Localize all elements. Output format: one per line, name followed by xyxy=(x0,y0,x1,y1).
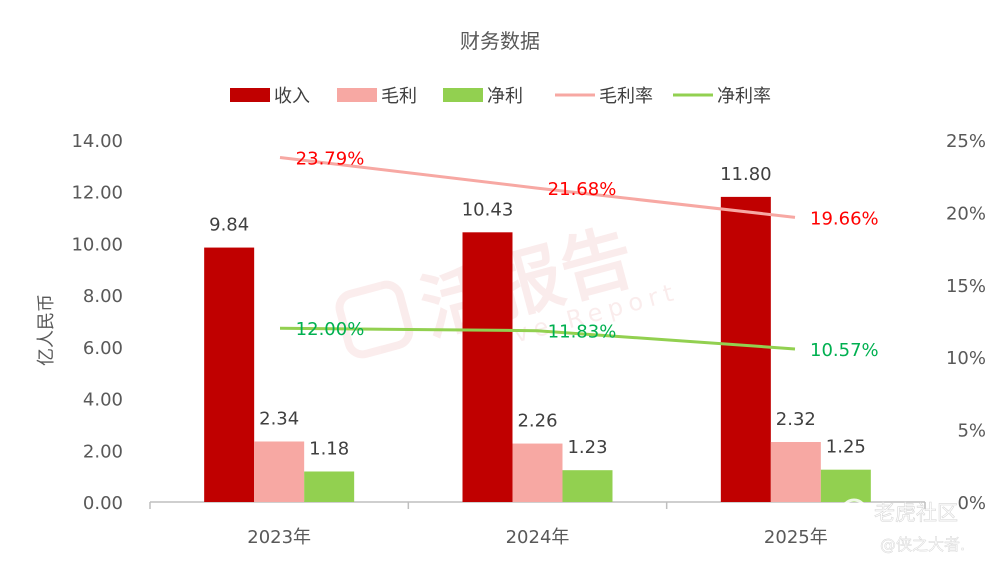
line-value-label: 21.68% xyxy=(548,179,617,200)
bar xyxy=(462,232,513,502)
x-tick-label: 2023年 xyxy=(247,527,311,548)
brand-watermark-text: 老虎社区 xyxy=(874,501,958,525)
x-tick-label: 2024年 xyxy=(506,527,570,548)
y2-tick-label: 25% xyxy=(946,131,986,152)
right-axis: 0% 5% 10% 15% 20% 25% xyxy=(946,131,986,514)
y2-tick-label: 5% xyxy=(957,421,986,442)
bar-value-label: 11.80 xyxy=(720,164,772,185)
legend-label: 净利率 xyxy=(717,86,771,107)
bar-value-label: 1.23 xyxy=(567,437,607,458)
legend-label: 毛利率 xyxy=(599,86,653,107)
bar-value-label: 10.43 xyxy=(462,199,514,220)
y2-tick-label: 15% xyxy=(946,276,986,297)
y-tick-label: 12.00 xyxy=(71,183,123,204)
line-value-label: 10.57% xyxy=(810,340,879,361)
y2-tick-label: 10% xyxy=(946,348,986,369)
line-series: 23.79% 21.68% 19.66% 12.00% 11.83% 10.57% xyxy=(279,149,879,361)
bar-value-label: 2.26 xyxy=(517,411,557,432)
bar-value-label: 9.84 xyxy=(209,215,249,236)
bar-value-label: 2.34 xyxy=(259,408,299,429)
legend-swatch xyxy=(443,88,483,102)
legend-swatch xyxy=(230,88,270,102)
legend-label: 净利 xyxy=(487,86,523,107)
line-series-path xyxy=(279,156,796,219)
legend-swatch xyxy=(337,88,377,102)
line-value-label: 19.66% xyxy=(810,208,879,229)
line-value-label: 11.83% xyxy=(548,322,617,343)
line-value-label: 12.00% xyxy=(296,319,365,340)
left-axis: 0.00 2.00 4.00 6.00 8.00 10.00 12.00 14.00 xyxy=(71,131,123,514)
line-series-path xyxy=(279,326,796,351)
y-axis-label: 亿人民币 xyxy=(36,294,57,366)
y-tick-label: 8.00 xyxy=(83,286,123,307)
y-tick-label: 14.00 xyxy=(71,131,123,152)
legend-label: 毛利 xyxy=(381,86,417,107)
x-tick-label: 2025年 xyxy=(764,527,828,548)
bar-series: 9.84 10.43 11.80 2.34 2.26 2.32 1.18 1.23 1.25 xyxy=(204,164,871,502)
bar xyxy=(304,471,355,502)
y2-tick-label: 20% xyxy=(946,203,986,224)
y-tick-label: 6.00 xyxy=(83,338,123,359)
x-axis-ticks: 2023年 2024年 2025年 xyxy=(149,502,926,548)
bar-value-label: 2.32 xyxy=(776,409,816,430)
y2-tick-label: 0% xyxy=(957,493,986,514)
brand-watermark: 老虎社区 @侠之大者. xyxy=(840,498,965,554)
bar xyxy=(770,442,821,502)
y-tick-label: 10.00 xyxy=(71,234,123,255)
y-tick-label: 4.00 xyxy=(83,390,123,411)
bar xyxy=(512,443,563,502)
bar-value-label: 1.18 xyxy=(309,438,349,459)
brand-logo-icon xyxy=(840,498,868,526)
bar-value-label: 1.25 xyxy=(826,437,866,458)
author-watermark-text: @侠之大者. xyxy=(880,535,965,554)
bar xyxy=(562,470,613,502)
line-value-label: 23.79% xyxy=(296,149,365,170)
y-tick-label: 0.00 xyxy=(83,493,123,514)
y-tick-label: 2.00 xyxy=(83,441,123,462)
bar xyxy=(820,469,871,502)
bar xyxy=(204,247,255,502)
bar xyxy=(720,196,771,502)
legend-label: 收入 xyxy=(274,86,310,107)
bar xyxy=(254,441,305,502)
legend: 收入 毛利 净利 毛利率 净利率 xyxy=(230,86,771,107)
chart-title: 财务数据 xyxy=(460,29,540,53)
